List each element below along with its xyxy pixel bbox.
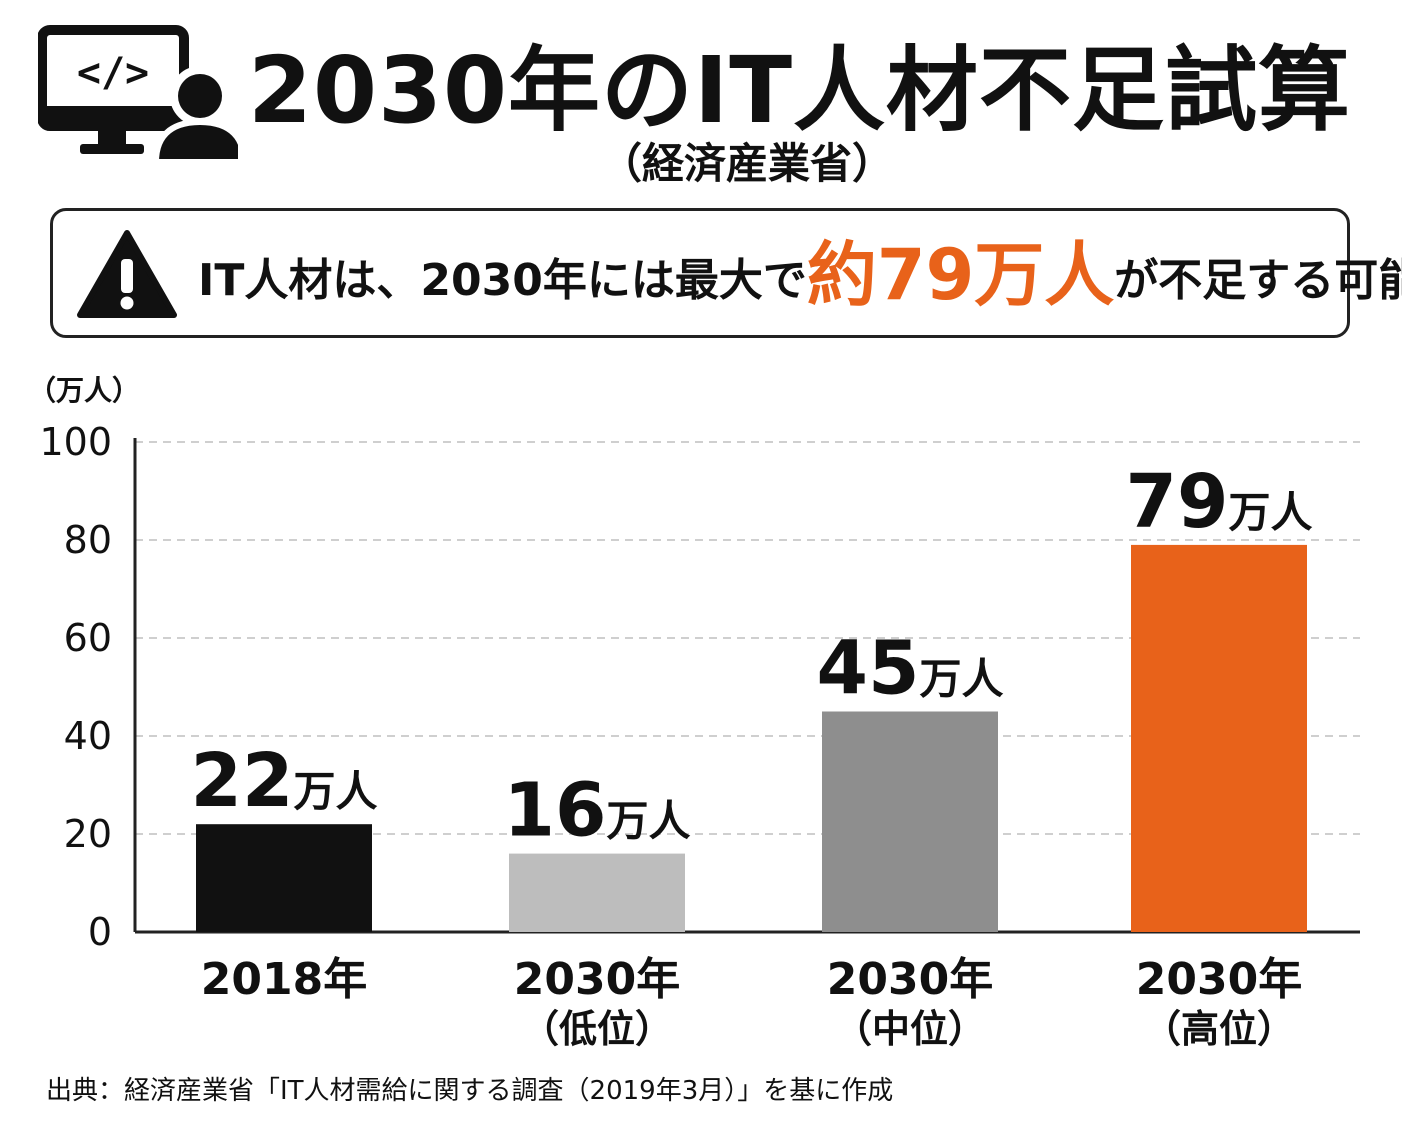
callout-text: IT人材は、2030年には最大で約79万人が不足する可能性 [198, 235, 1402, 321]
data-label: 22万人 [191, 738, 378, 824]
data-label-unit: 万人 [606, 797, 690, 846]
y-tick-label: 80 [64, 518, 112, 562]
data-label-value: 45 [817, 626, 920, 712]
y-tick-label: 40 [64, 714, 112, 758]
computer-code-person-icon: </> [38, 25, 238, 164]
data-label: 79万人 [1126, 459, 1313, 545]
svg-text:</>: </> [77, 50, 149, 96]
data-label-unit: 万人 [1228, 488, 1312, 537]
callout-text-after: が不足する可能性 [1114, 255, 1402, 306]
page-title: 2030年のIT人材不足試算 [248, 37, 1352, 144]
source-note: 出典：経済産業省「IT人材需給に関する調査（2019年3月）」を基に作成 [46, 1076, 894, 1106]
page-subtitle: （経済産業省） [600, 139, 895, 188]
data-label-value: 16 [504, 768, 607, 854]
bar [1131, 544, 1307, 932]
bar [196, 824, 372, 932]
bar [822, 711, 998, 932]
category-label: 2030年 [827, 954, 993, 1005]
category-label: 2030年 [514, 954, 680, 1005]
data-label-unit: 万人 [919, 655, 1003, 704]
callout-box: IT人材は、2030年には最大で約79万人が不足する可能性 [50, 208, 1402, 338]
warning-triangle-icon [77, 230, 177, 318]
callout-text-before: IT人材は、2030年には最大で [198, 255, 807, 306]
y-tick-label: 60 [64, 616, 112, 660]
y-tick-label: 20 [64, 812, 112, 856]
y-axis-label: （万人） [28, 374, 140, 407]
y-tick-label: 0 [88, 910, 112, 954]
callout-highlight: 約79万人 [806, 234, 1115, 316]
category-sublabel: （中位） [834, 1007, 986, 1051]
data-label-value: 22 [191, 738, 294, 824]
data-label: 16万人 [504, 768, 691, 854]
data-label-unit: 万人 [293, 767, 377, 816]
category-sublabel: （低位） [521, 1007, 673, 1051]
category-sublabel: （高位） [1143, 1007, 1295, 1051]
y-tick-label: 100 [39, 420, 112, 464]
category-label: 2030年 [1136, 954, 1302, 1005]
category-label: 2018年 [201, 954, 367, 1005]
data-label: 45万人 [817, 626, 1004, 712]
data-label-value: 79 [1126, 459, 1229, 545]
bar [509, 853, 685, 932]
